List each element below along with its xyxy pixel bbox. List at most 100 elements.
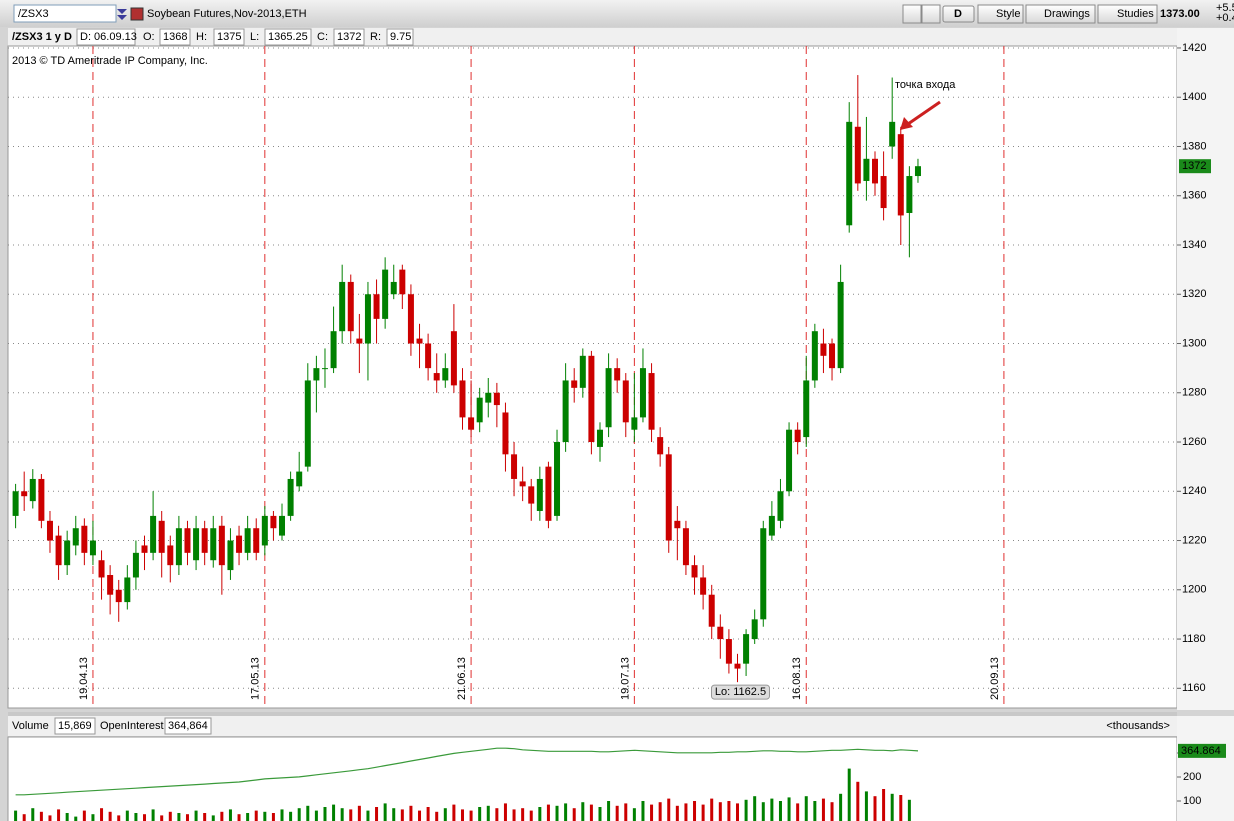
candle-body <box>846 121 853 226</box>
candle-body <box>218 525 225 566</box>
candle-body <box>399 269 406 295</box>
volume-bar <box>787 797 791 821</box>
candle-body <box>210 528 217 561</box>
candle-body <box>914 166 921 177</box>
volume-bar <box>220 811 224 821</box>
volume-bar <box>564 803 568 821</box>
candle-body <box>682 528 689 566</box>
y-tick-label: 1340 <box>1182 239 1206 251</box>
volume-bar <box>529 810 533 821</box>
annotation: точка входа <box>895 79 956 91</box>
candle-body <box>407 294 414 344</box>
volume-bar <box>91 814 95 821</box>
value-box <box>333 28 365 46</box>
candle-body <box>794 429 801 443</box>
candle-body <box>786 429 793 492</box>
volume-bar <box>512 809 516 821</box>
volume-bar <box>572 808 576 821</box>
volume-bar <box>770 798 774 821</box>
candle-body <box>330 331 337 369</box>
volume-bar <box>82 810 86 821</box>
info-bar <box>8 28 1234 46</box>
separator <box>8 712 1177 716</box>
studies-button[interactable] <box>1097 4 1158 24</box>
candle-body <box>64 540 71 566</box>
volume-bar <box>134 813 138 821</box>
y-tick-label: 1200 <box>1182 584 1206 596</box>
volume-bar <box>701 804 705 821</box>
candle-body <box>725 639 732 664</box>
candle-body <box>364 294 371 344</box>
volume-bar <box>830 802 834 821</box>
volume-bar <box>581 802 585 821</box>
candle-body <box>450 331 457 386</box>
annotation-arrow <box>907 100 941 126</box>
volume-bar <box>409 805 413 821</box>
y-tick-label: 100 <box>1183 795 1201 807</box>
info-h-label: H: <box>196 31 207 43</box>
volume-bar <box>400 809 404 821</box>
candle-body <box>777 491 784 521</box>
volume-bar <box>847 768 851 821</box>
candle-body <box>132 552 139 578</box>
value-box <box>76 28 136 46</box>
period-button[interactable] <box>942 5 975 23</box>
volume-bar <box>641 801 645 821</box>
symbol: /ZSX3 <box>18 8 49 20</box>
candle-body <box>201 528 208 553</box>
style-button[interactable] <box>977 4 1024 24</box>
info-low: 1365.25 <box>268 31 308 43</box>
candle-body <box>459 380 466 418</box>
candle-body <box>562 380 569 443</box>
candle-body <box>691 565 698 578</box>
low-tag <box>710 684 770 700</box>
candle-body <box>433 373 440 381</box>
candle-body <box>115 589 122 603</box>
candle-body <box>588 355 595 443</box>
volume-bar <box>907 799 911 821</box>
volume-bar <box>125 810 129 821</box>
drawings-button[interactable] <box>1025 4 1096 24</box>
volume-bar <box>839 793 843 821</box>
info-range: 9.75 <box>390 31 411 43</box>
volume-bar <box>211 815 215 821</box>
candle-body <box>313 368 320 381</box>
date-label: 16.08.13 <box>791 657 803 700</box>
drawings-label: Drawings <box>1044 8 1090 20</box>
candle-body <box>124 577 131 603</box>
symbol-icon <box>130 7 144 21</box>
candle-body <box>751 619 758 640</box>
volume-bar <box>589 804 593 821</box>
tool-button[interactable] <box>902 4 922 24</box>
symbol-dropdown[interactable] <box>117 9 127 20</box>
volume-bar <box>899 795 903 821</box>
volume-bar <box>469 810 473 821</box>
volume-bar <box>460 809 464 821</box>
volume-bar <box>168 811 172 821</box>
candle-body <box>820 343 827 356</box>
volume-bar <box>228 809 232 821</box>
volume-bar <box>796 803 800 821</box>
candle-body <box>519 481 526 487</box>
volume-bar <box>718 802 722 821</box>
symbol-box[interactable] <box>13 4 117 23</box>
candle-body <box>373 294 380 319</box>
candle-body <box>253 528 260 553</box>
volume-bar <box>624 803 628 821</box>
candle-body <box>468 417 475 430</box>
change-pct: +0.4 <box>1216 12 1234 24</box>
info-l-label: L: <box>250 31 259 43</box>
volume-bar <box>778 801 782 821</box>
volume-bar <box>607 801 611 821</box>
candle-body <box>596 429 603 447</box>
volume-axis <box>1177 716 1234 821</box>
volume-bar <box>349 809 353 821</box>
candle-body <box>648 373 655 430</box>
volume-bar <box>366 810 370 821</box>
candle-body <box>511 454 518 479</box>
volume-bar <box>31 808 35 821</box>
tool-button[interactable] <box>921 4 941 24</box>
candle-body <box>734 663 741 669</box>
candle-body <box>279 515 286 536</box>
